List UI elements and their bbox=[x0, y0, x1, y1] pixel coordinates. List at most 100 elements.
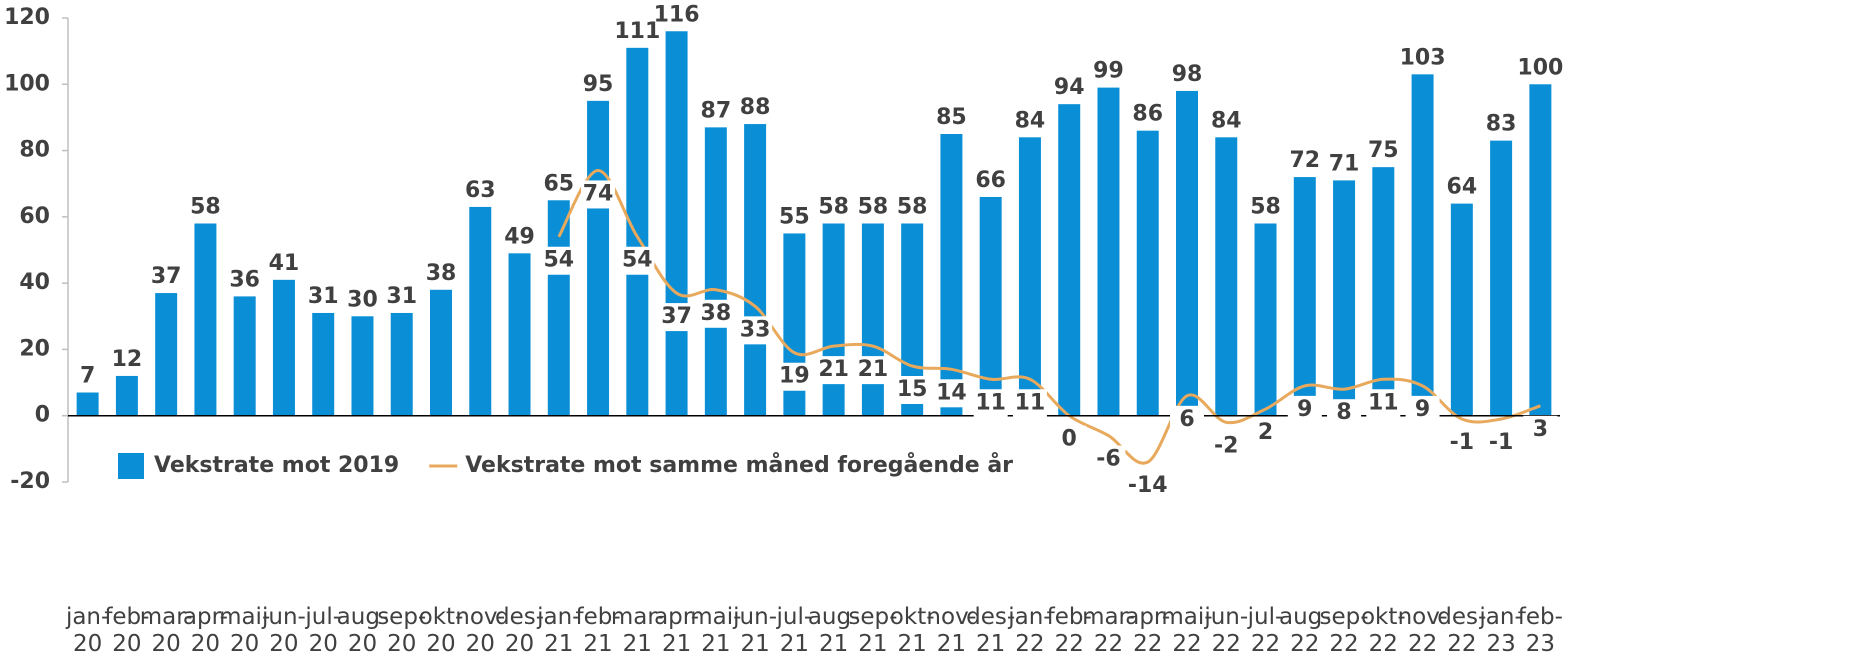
bar bbox=[1215, 137, 1238, 416]
data-label: 37 bbox=[661, 304, 692, 329]
data-label: 58 bbox=[1250, 194, 1281, 219]
data-label-bg bbox=[1405, 395, 1440, 424]
data-label: 41 bbox=[269, 251, 300, 276]
line bbox=[557, 168, 1541, 465]
bar bbox=[390, 312, 413, 416]
y-tick-label: 80 bbox=[19, 138, 50, 163]
data-label: 54 bbox=[543, 248, 574, 273]
x-tick-label: jan- 22 bbox=[1008, 604, 1052, 657]
x-tick-label: jan- 20 bbox=[65, 604, 110, 657]
data-label: 19 bbox=[779, 364, 810, 389]
legend-label: Vekstrate mot 2019 bbox=[154, 453, 399, 478]
data-label: 33 bbox=[740, 317, 771, 342]
data-label: 36 bbox=[229, 267, 260, 292]
data-label: 58 bbox=[818, 194, 849, 219]
data-label-bg bbox=[895, 376, 930, 404]
x-tick-label: apr- 21 bbox=[654, 604, 700, 657]
bar bbox=[587, 100, 610, 416]
bar bbox=[1333, 180, 1356, 416]
data-label-bg bbox=[777, 362, 812, 391]
bar bbox=[1176, 90, 1198, 416]
x-tick-label: apr- 22 bbox=[1125, 604, 1171, 657]
bar bbox=[1529, 84, 1552, 416]
x-tick-label: jan- 23 bbox=[1479, 604, 1523, 657]
bar bbox=[312, 312, 335, 416]
bar bbox=[665, 31, 688, 416]
data-label: 11 bbox=[975, 390, 1006, 415]
x-tick-label: feb- 23 bbox=[1517, 604, 1563, 657]
data-label-bg bbox=[698, 299, 733, 328]
bar bbox=[626, 47, 649, 416]
data-label: 99 bbox=[1093, 59, 1124, 84]
data-label: 94 bbox=[1054, 75, 1085, 100]
data-label-bg bbox=[581, 180, 616, 209]
x-tick-label: aug- 21 bbox=[807, 604, 860, 657]
x-tick-label: mar- 21 bbox=[610, 604, 664, 657]
data-label: 49 bbox=[504, 224, 535, 249]
y-tick-label: 40 bbox=[19, 270, 50, 295]
data-label: 66 bbox=[975, 168, 1006, 193]
data-label: 3 bbox=[1533, 417, 1548, 442]
x-tick-label: apr- 20 bbox=[182, 604, 228, 657]
bar bbox=[155, 293, 178, 416]
data-label: 74 bbox=[583, 181, 614, 206]
data-label-bg bbox=[1287, 395, 1322, 424]
data-label: 75 bbox=[1368, 138, 1399, 163]
bar bbox=[1097, 87, 1120, 416]
data-label: 72 bbox=[1289, 148, 1320, 173]
data-label: 100 bbox=[1517, 55, 1563, 80]
data-label: 9 bbox=[1297, 397, 1312, 422]
y-tick-label: -20 bbox=[10, 469, 50, 494]
data-label: 37 bbox=[151, 264, 182, 289]
bar bbox=[704, 127, 727, 416]
data-label-bg bbox=[1523, 415, 1558, 444]
bar bbox=[979, 196, 1002, 416]
bar bbox=[1018, 137, 1041, 416]
y-tick-label: 20 bbox=[19, 336, 50, 361]
y-tick-label: 0 bbox=[35, 403, 50, 428]
data-label: 84 bbox=[1015, 108, 1046, 133]
data-label: 58 bbox=[858, 194, 889, 219]
data-label-bg bbox=[1209, 432, 1244, 461]
x-tick-label: okt- 22 bbox=[1360, 604, 1406, 657]
bar bbox=[1490, 140, 1513, 416]
data-label-bg bbox=[1327, 399, 1362, 428]
x-tick-label: des- 21 bbox=[966, 604, 1016, 657]
data-label-bg bbox=[973, 389, 1008, 418]
data-label: 86 bbox=[1132, 102, 1163, 127]
data-label: 8 bbox=[1336, 400, 1351, 425]
data-label: -6 bbox=[1096, 447, 1120, 472]
x-tick-label: des- 20 bbox=[494, 604, 545, 657]
x-tick-label: feb- 21 bbox=[575, 604, 621, 657]
bar bbox=[1411, 74, 1434, 416]
data-label-bg bbox=[738, 316, 773, 345]
x-tick-label: nov- 20 bbox=[455, 604, 506, 657]
x-tick-label: des- 22 bbox=[1437, 604, 1487, 657]
x-tick-label: jul- 20 bbox=[305, 604, 342, 657]
x-tick-label: nov- 21 bbox=[926, 604, 977, 657]
data-label: 88 bbox=[740, 95, 771, 120]
data-label: -14 bbox=[1128, 473, 1168, 498]
data-label: -1 bbox=[1489, 430, 1513, 455]
data-label: 85 bbox=[936, 105, 967, 130]
data-label: 71 bbox=[1329, 151, 1360, 176]
data-label: 21 bbox=[818, 357, 849, 382]
data-label-bg bbox=[1248, 419, 1283, 448]
x-tick-label: jun- 22 bbox=[1204, 604, 1249, 657]
bar bbox=[1293, 177, 1316, 416]
data-label: 14 bbox=[936, 380, 967, 405]
data-label: 6 bbox=[1179, 407, 1194, 432]
data-label-bg bbox=[934, 379, 969, 408]
y-tick-label: 120 bbox=[4, 5, 50, 30]
bar bbox=[272, 279, 295, 416]
bar bbox=[822, 223, 845, 416]
bar bbox=[1450, 203, 1473, 416]
data-label-bg bbox=[1130, 472, 1165, 501]
data-label: -2 bbox=[1214, 433, 1238, 458]
data-label-bg bbox=[620, 246, 655, 275]
x-tick-label: sep- 20 bbox=[377, 604, 427, 657]
x-tick-label: mai- 20 bbox=[219, 604, 271, 657]
bar bbox=[861, 223, 884, 416]
